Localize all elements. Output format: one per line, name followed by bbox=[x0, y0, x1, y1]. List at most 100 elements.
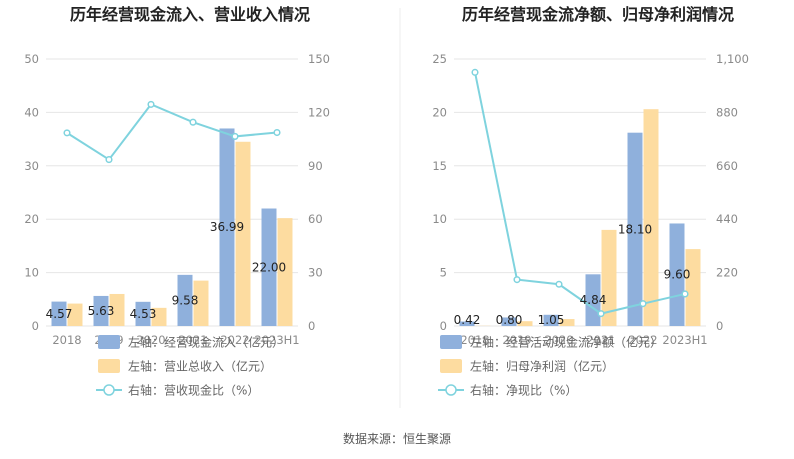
bar bbox=[627, 132, 643, 326]
bar bbox=[459, 321, 475, 326]
y-right-tick-label: 60 bbox=[308, 212, 323, 226]
x-tick-label: 2020 bbox=[136, 333, 165, 347]
y-left-tick-label: 25 bbox=[432, 52, 447, 66]
ratio-point bbox=[555, 280, 563, 288]
y-right-tick-label: 660 bbox=[716, 159, 738, 173]
bar-data-label: 4.84 bbox=[580, 293, 607, 307]
y-left-tick-label: 0 bbox=[440, 319, 447, 333]
bar bbox=[151, 307, 167, 326]
bar bbox=[193, 280, 209, 326]
bar bbox=[67, 303, 83, 326]
y-right-tick-label: 150 bbox=[308, 52, 330, 66]
ratio-point bbox=[513, 276, 521, 284]
legend-swatch bbox=[98, 359, 120, 373]
legend-swatch bbox=[440, 359, 462, 373]
y-left-tick-label: 10 bbox=[24, 266, 39, 280]
bar bbox=[277, 218, 293, 326]
bar-data-label: 0.80 bbox=[496, 313, 523, 327]
bar-data-label: 1.05 bbox=[538, 313, 565, 327]
x-tick-label: 2020 bbox=[544, 333, 573, 347]
legend-marker bbox=[103, 384, 115, 396]
ratio-point bbox=[273, 128, 281, 137]
legend-marker bbox=[445, 384, 457, 396]
bar bbox=[501, 317, 517, 326]
ratio-line bbox=[474, 72, 686, 315]
bar-data-label: 36.99 bbox=[210, 220, 244, 234]
bar bbox=[177, 274, 193, 326]
ratio-point bbox=[63, 129, 71, 137]
bar-data-label: 9.58 bbox=[172, 293, 199, 307]
bar-data-label: 0.42 bbox=[454, 313, 481, 327]
bar bbox=[219, 128, 235, 326]
bar-data-label: 4.53 bbox=[130, 307, 157, 321]
bar bbox=[235, 141, 251, 326]
legend-swatch bbox=[440, 335, 462, 349]
x-tick-label: 2018 bbox=[52, 333, 81, 347]
bar bbox=[135, 301, 151, 326]
y-right-tick-label: 880 bbox=[716, 105, 738, 119]
bar bbox=[109, 293, 125, 326]
y-right-tick-label: 1,100 bbox=[716, 52, 749, 66]
y-left-tick-label: 15 bbox=[432, 159, 447, 173]
ratio-point bbox=[681, 290, 689, 298]
bar-data-label: 18.10 bbox=[618, 222, 652, 236]
legend-label: 左轴：经营活动现金流净额（亿元） bbox=[470, 335, 662, 350]
x-tick-label: 2018 bbox=[460, 333, 489, 347]
ratio-point bbox=[231, 132, 239, 140]
ratio-point bbox=[597, 310, 605, 318]
legend-swatch bbox=[98, 335, 120, 349]
y-right-tick-label: 90 bbox=[308, 159, 323, 173]
bar bbox=[517, 321, 533, 326]
ratio-point bbox=[189, 118, 197, 126]
bar bbox=[585, 274, 601, 326]
y-left-tick-label: 5 bbox=[440, 266, 447, 280]
legend-label: 左轴：经营现金流入（亿元） bbox=[128, 335, 284, 350]
source-label: 数据来源：恒生聚源 bbox=[343, 431, 451, 446]
ratio-point bbox=[639, 300, 647, 308]
legend-label: 左轴：归母净利润（亿元） bbox=[470, 359, 614, 374]
bar-data-label: 4.57 bbox=[46, 307, 73, 321]
ratio-point bbox=[471, 68, 479, 76]
y-left-tick-label: 10 bbox=[432, 212, 447, 226]
y-left-tick-label: 30 bbox=[24, 159, 39, 173]
bar bbox=[601, 229, 617, 326]
y-right-tick-label: 30 bbox=[308, 266, 323, 280]
x-tick-label: 2022 bbox=[628, 333, 657, 347]
y-right-tick-label: 120 bbox=[308, 105, 330, 119]
y-right-tick-label: 220 bbox=[716, 266, 738, 280]
bar bbox=[261, 208, 277, 326]
bar bbox=[93, 295, 109, 326]
chart2-title: 历年经营现金流净额、归母净利润情况 bbox=[462, 5, 734, 24]
bar bbox=[51, 301, 67, 326]
x-tick-label: 2022 bbox=[220, 333, 249, 347]
x-tick-label: 2021 bbox=[586, 333, 615, 347]
bar-data-label: 5.63 bbox=[88, 304, 115, 318]
chart1-title: 历年经营现金流入、营业收入情况 bbox=[70, 5, 310, 24]
bar-data-label: 9.60 bbox=[664, 268, 691, 282]
y-left-tick-label: 20 bbox=[432, 105, 447, 119]
bar bbox=[643, 109, 659, 326]
bar bbox=[669, 223, 685, 326]
legend-label: 左轴：营业总收入（亿元） bbox=[128, 359, 272, 374]
legend-label: 右轴：营收现金比（%） bbox=[128, 383, 259, 398]
x-tick-label: 2021 bbox=[178, 333, 207, 347]
x-tick-label: 2023H1 bbox=[662, 333, 707, 347]
bar bbox=[685, 249, 701, 326]
ratio-point bbox=[147, 100, 155, 108]
y-right-tick-label: 440 bbox=[716, 212, 738, 226]
bar-data-label: 22.00 bbox=[252, 260, 286, 274]
y-right-tick-label: 0 bbox=[308, 319, 315, 333]
ratio-line bbox=[66, 103, 278, 161]
bar bbox=[559, 319, 575, 326]
y-left-tick-label: 50 bbox=[24, 52, 39, 66]
y-left-tick-label: 0 bbox=[32, 319, 39, 333]
ratio-point bbox=[105, 156, 113, 164]
y-right-tick-label: 0 bbox=[716, 319, 723, 333]
x-tick-label: 2019 bbox=[502, 333, 531, 347]
bar bbox=[543, 314, 559, 326]
x-tick-label: 2023H1 bbox=[254, 333, 299, 347]
y-left-tick-label: 20 bbox=[24, 212, 39, 226]
legend-label: 右轴：净现比（%） bbox=[470, 383, 577, 398]
